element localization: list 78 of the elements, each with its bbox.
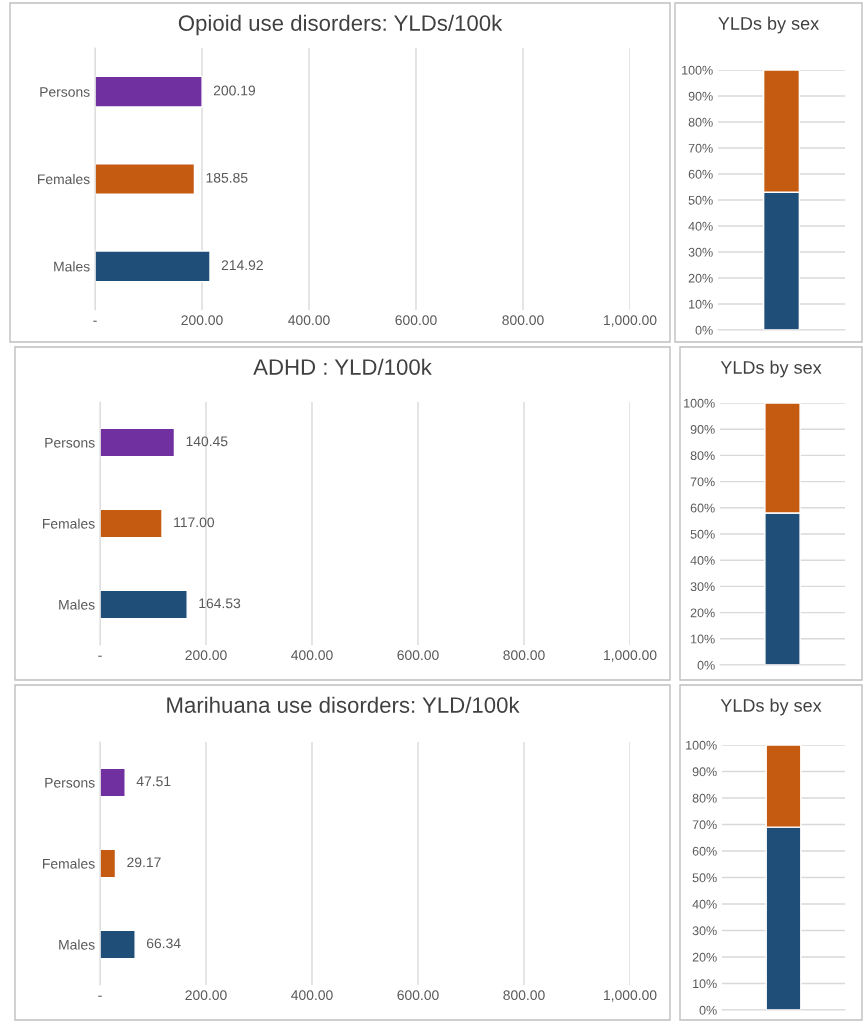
y-tick-label: 30% — [688, 247, 713, 257]
y-tick-label: 90% — [690, 425, 715, 434]
y-tick-label: 20% — [690, 608, 715, 618]
y-tick-label: Females — [43, 858, 95, 869]
x-tick-label: 200.00 — [185, 990, 227, 1001]
y-tick-label: 90% — [688, 91, 713, 101]
bar — [100, 427, 176, 458]
y-tick-label: 50% — [692, 873, 717, 883]
y-tick-label: 20% — [688, 273, 713, 283]
x-tick-label: 800.00 — [502, 315, 544, 326]
x-tick-label: - — [98, 995, 102, 997]
chart-title: ADHD : YLD/100k — [253, 358, 432, 375]
y-tick-label: 100% — [684, 398, 715, 408]
chart-title: YLDs by sex — [718, 16, 819, 34]
y-tick-label: 0% — [697, 660, 715, 670]
x-tick-label: 600.00 — [397, 990, 439, 1001]
chart-title: Marihuana use disorders: YLD/100k — [167, 696, 520, 713]
y-tick-label: 60% — [690, 503, 715, 513]
y-tick-label: 40% — [688, 221, 713, 231]
chart-title: Opioid use disorders: YLDs/100k — [178, 14, 503, 36]
data-label: 66.34 — [146, 938, 181, 949]
y-tick-label: Persons — [40, 87, 90, 97]
y-tick-label: 100% — [686, 740, 717, 750]
x-tick-label: 600.00 — [397, 650, 439, 661]
y-tick-label: 70% — [688, 143, 713, 153]
x-tick-label: 200.00 — [181, 315, 223, 326]
y-tick-label: 70% — [692, 820, 717, 830]
x-tick-label: 1,000.00 — [604, 990, 657, 1002]
x-tick-label: 200.00 — [185, 650, 227, 661]
y-tick-label: Females — [38, 173, 90, 185]
data-label: 214.92 — [221, 260, 263, 271]
data-label: 185.85 — [206, 172, 248, 183]
data-label: 117.00 — [174, 517, 215, 528]
y-tick-label: 40% — [692, 899, 717, 909]
y-tick-label: Males — [54, 261, 90, 272]
y-tick-label: 80% — [688, 117, 713, 127]
x-tick-label: 800.00 — [503, 990, 545, 1001]
data-label: 164.53 — [199, 598, 241, 609]
bar — [100, 589, 188, 620]
y-tick-label: 90% — [692, 767, 717, 777]
y-tick-label: 60% — [688, 169, 713, 179]
y-tick-label: 30% — [690, 582, 715, 592]
data-label: 200.19 — [213, 85, 256, 96]
x-tick-label: 1,000.00 — [604, 315, 657, 327]
y-tick-label: 70% — [690, 477, 715, 487]
chart-title: YLDs by sex — [720, 698, 822, 716]
y-tick-label: Persons — [45, 437, 95, 448]
x-tick-label: 400.00 — [288, 315, 330, 326]
data-label: 140.45 — [186, 436, 228, 447]
y-tick-label: Males — [59, 599, 95, 610]
y-tick-label: Persons — [45, 777, 95, 788]
y-tick-label: 80% — [690, 451, 715, 461]
y-tick-label: 20% — [692, 952, 717, 962]
y-tick-label: 80% — [692, 793, 717, 803]
chart-title: YLDs by sex — [720, 360, 822, 378]
x-tick-label: - — [98, 655, 102, 657]
y-tick-label: Males — [59, 939, 95, 950]
y-tick-label: 0% — [699, 1005, 717, 1015]
data-label: 29.17 — [127, 857, 161, 868]
x-tick-label: 800.00 — [503, 650, 545, 661]
data-label: 47.51 — [136, 776, 171, 787]
x-tick-label: 400.00 — [291, 990, 333, 1001]
x-tick-label: 1,000.00 — [604, 650, 657, 662]
x-tick-label: - — [93, 320, 97, 322]
y-tick-label: Females — [43, 518, 95, 529]
y-tick-label: 50% — [690, 529, 715, 539]
y-tick-label: 10% — [693, 979, 717, 989]
bar — [100, 508, 163, 539]
y-tick-label: 10% — [689, 299, 713, 309]
y-tick-label: 50% — [688, 195, 713, 205]
y-tick-label: 0% — [695, 325, 713, 335]
x-tick-label: 600.00 — [395, 315, 437, 326]
y-tick-label: 100% — [682, 65, 713, 75]
y-tick-label: 40% — [690, 556, 715, 565]
x-tick-label: 400.00 — [291, 650, 333, 661]
y-tick-label: 10% — [691, 634, 715, 644]
y-tick-label: 30% — [692, 926, 717, 936]
y-tick-label: 60% — [692, 846, 717, 856]
